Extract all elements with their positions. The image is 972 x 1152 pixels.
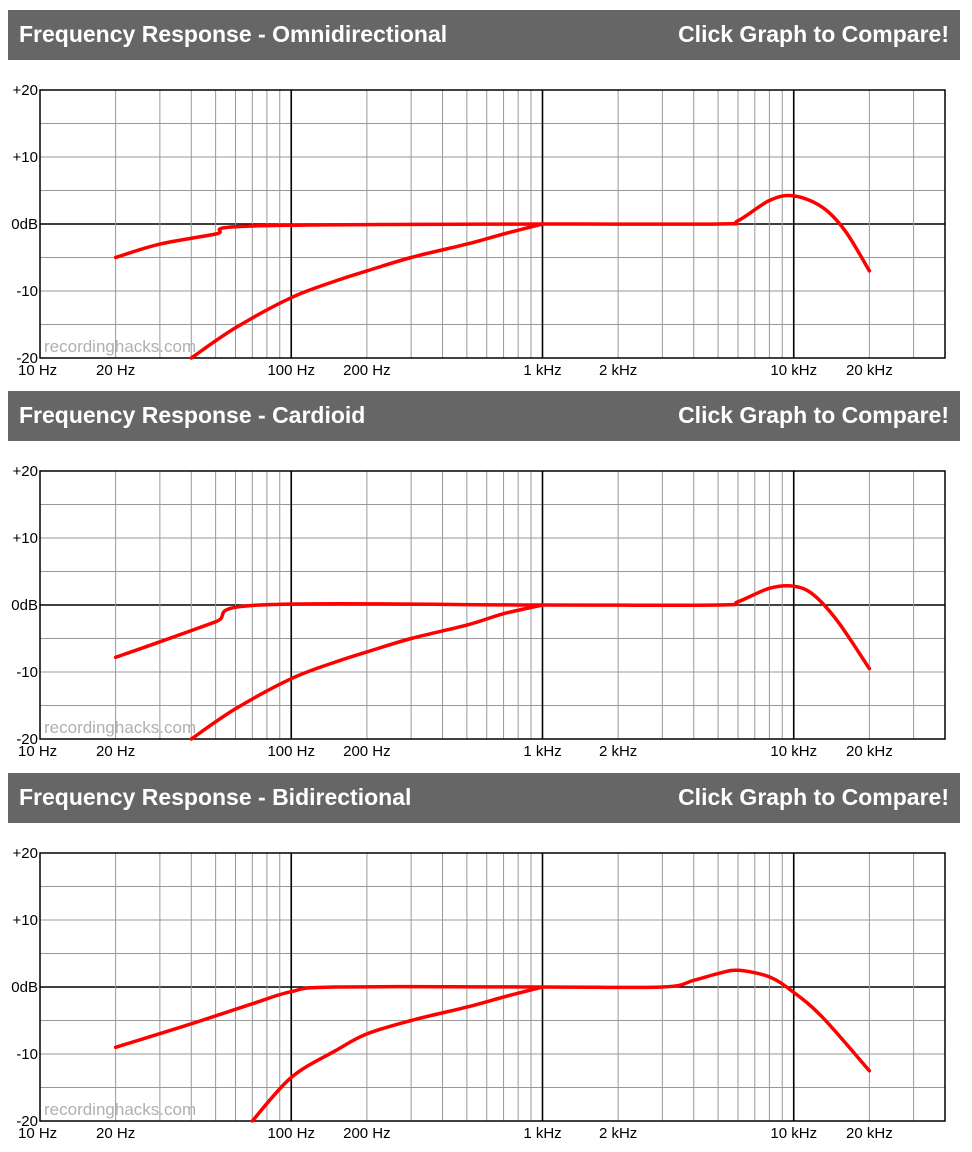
y-tick-label: 0dB <box>11 597 38 614</box>
x-tick-label: 2 kHz <box>599 362 637 379</box>
x-tick-label: 20 kHz <box>846 1125 893 1142</box>
x-tick-label: 10 Hz <box>18 743 57 760</box>
response-curve-1 <box>113 583 872 671</box>
watermark: recordinghacks.com <box>44 337 196 356</box>
y-tick-label: 0dB <box>11 216 38 233</box>
x-tick-label: 10 Hz <box>18 1125 57 1142</box>
response-curve-2 <box>189 222 545 360</box>
panel-header[interactable]: Frequency Response - Omnidirectional Cli… <box>8 10 960 60</box>
response-curve-1 <box>113 968 872 1073</box>
x-tick-label: 2 kHz <box>599 743 637 760</box>
compare-link[interactable]: Click Graph to Compare! <box>678 21 949 47</box>
compare-link[interactable]: Click Graph to Compare! <box>678 784 949 810</box>
x-tick-label: 20 Hz <box>96 362 135 379</box>
panel-header[interactable]: Frequency Response - Cardioid Click Grap… <box>8 391 960 441</box>
y-tick-label: -10 <box>16 283 38 300</box>
x-tick-label: 100 Hz <box>267 743 315 760</box>
watermark: recordinghacks.com <box>44 1100 196 1119</box>
y-tick-label: +10 <box>13 149 38 166</box>
x-tick-label: 1 kHz <box>523 362 561 379</box>
panel-omnidirectional: Frequency Response - Omnidirectional Cli… <box>0 0 972 380</box>
response-curve-2 <box>250 985 545 1123</box>
panel-title: Frequency Response - Bidirectional <box>19 784 412 810</box>
panel-cardioid: Frequency Response - Cardioid Click Grap… <box>0 381 972 761</box>
compare-link[interactable]: Click Graph to Compare! <box>678 402 949 428</box>
panel-title: Frequency Response - Omnidirectional <box>19 21 448 47</box>
y-tick-label: +10 <box>13 530 38 547</box>
panel-bidirectional: Frequency Response - Bidirectional Click… <box>0 763 972 1143</box>
x-tick-label: 200 Hz <box>343 362 391 379</box>
x-tick-label: 10 kHz <box>770 1125 817 1142</box>
y-tick-label: -10 <box>16 1046 38 1063</box>
x-tick-label: 20 Hz <box>96 1125 135 1142</box>
x-tick-label: 20 kHz <box>846 362 893 379</box>
x-tick-label: 20 kHz <box>846 743 893 760</box>
response-curve-2 <box>189 603 545 741</box>
response-curve-1 <box>113 193 872 273</box>
x-tick-label: 200 Hz <box>343 743 391 760</box>
plot-frame <box>39 89 946 359</box>
x-tick-label: 2 kHz <box>599 1125 637 1142</box>
plot-frame <box>39 852 946 1122</box>
panel-header[interactable]: Frequency Response - Bidirectional Click… <box>8 773 960 823</box>
y-tick-label: -20 <box>16 731 38 748</box>
x-tick-label: 100 Hz <box>267 362 315 379</box>
x-tick-label: 1 kHz <box>523 1125 561 1142</box>
watermark: recordinghacks.com <box>44 718 196 737</box>
x-tick-label: 10 kHz <box>770 743 817 760</box>
x-tick-label: 10 Hz <box>18 362 57 379</box>
y-tick-label: +20 <box>13 845 38 862</box>
y-tick-label: -10 <box>16 664 38 681</box>
x-tick-label: 10 kHz <box>770 362 817 379</box>
y-tick-label: +20 <box>13 82 38 99</box>
y-tick-label: 0dB <box>11 979 38 996</box>
y-tick-label: +10 <box>13 912 38 929</box>
plot-frame <box>39 470 946 740</box>
x-tick-label: 100 Hz <box>267 1125 315 1142</box>
x-tick-label: 200 Hz <box>343 1125 391 1142</box>
y-tick-label: +20 <box>13 463 38 480</box>
y-tick-label: -20 <box>16 350 38 367</box>
x-tick-label: 20 Hz <box>96 743 135 760</box>
panel-title: Frequency Response - Cardioid <box>19 402 366 428</box>
y-tick-label: -20 <box>16 1113 38 1130</box>
x-tick-label: 1 kHz <box>523 743 561 760</box>
